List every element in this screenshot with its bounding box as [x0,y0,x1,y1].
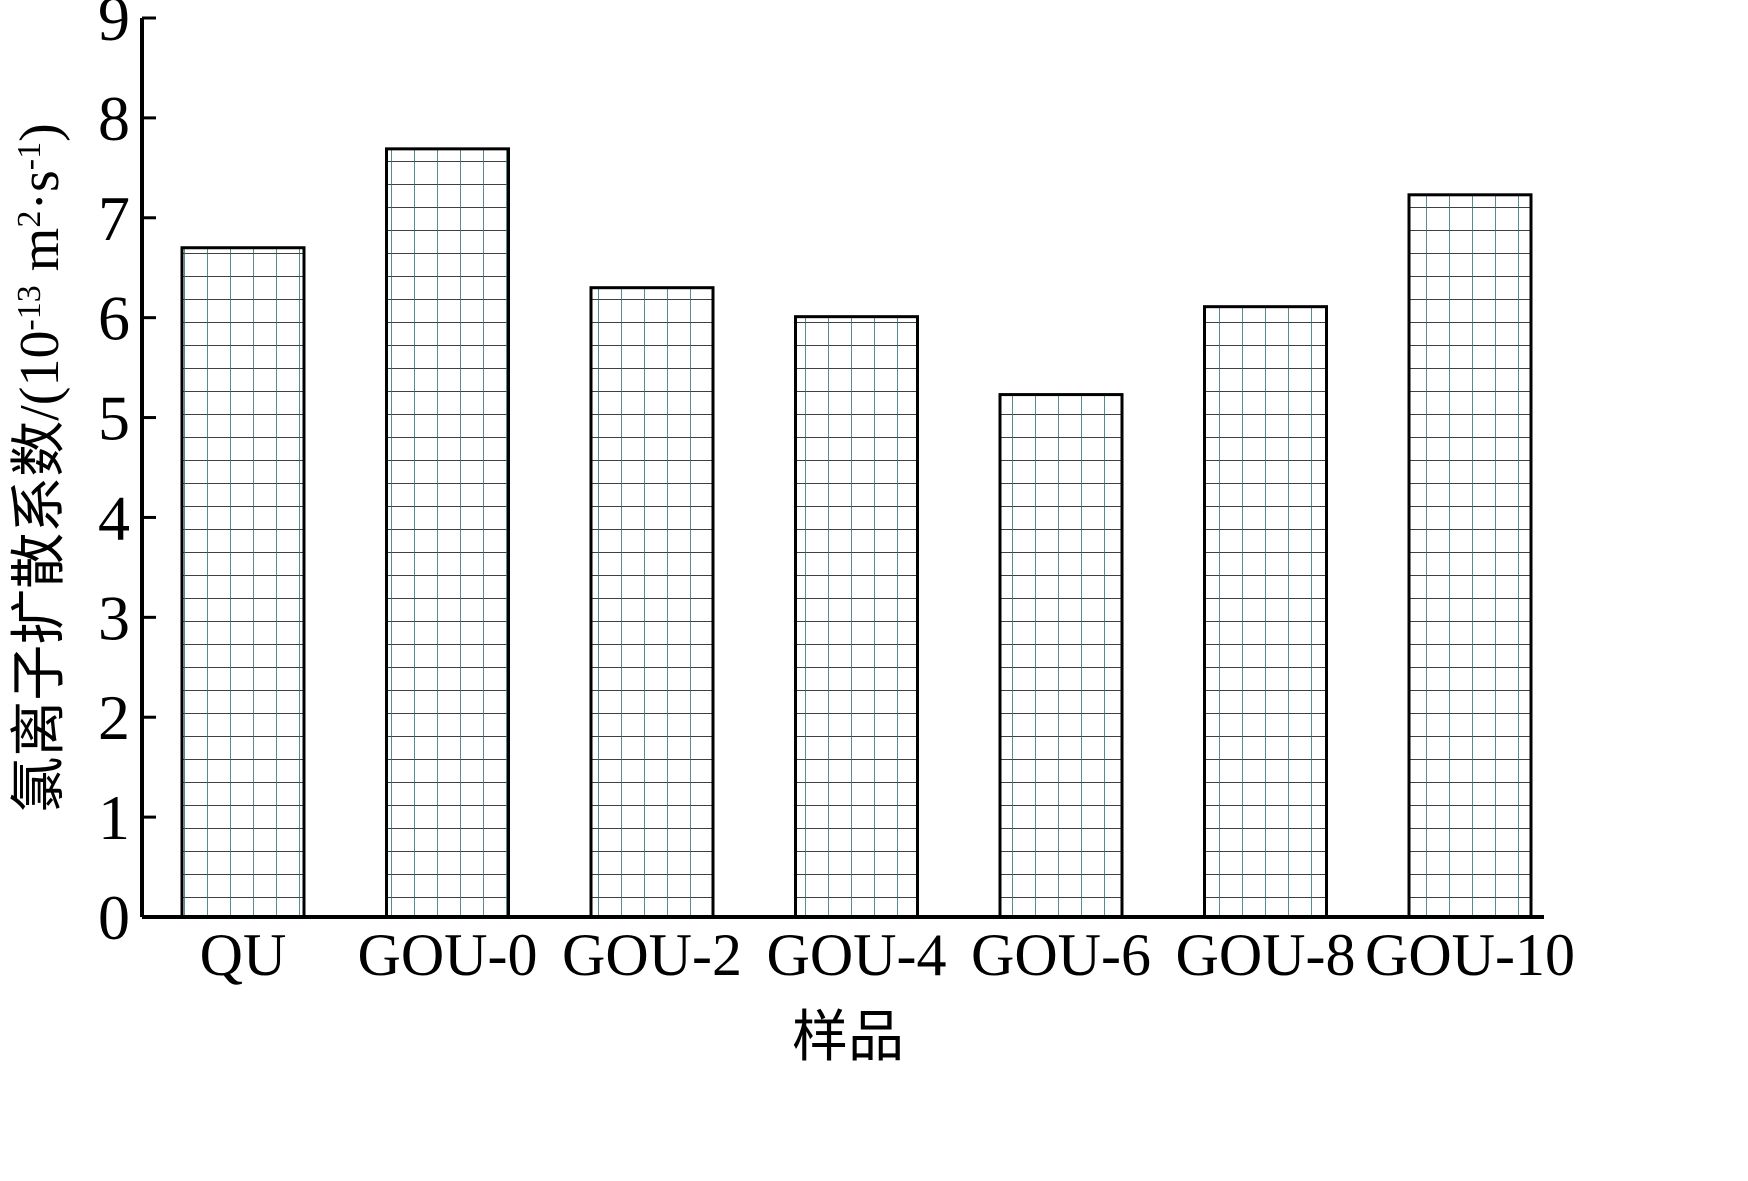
bar-gou-6 [998,393,1124,919]
y-axis-title-mid2: ·s [9,170,71,210]
x-tick-label: GOU-0 [358,922,538,988]
y-axis-title-mid: m [9,228,71,286]
y-tick-label: 7 [98,183,130,254]
bar-gou-0 [385,147,510,919]
y-ticks-group: 0 1 2 3 4 5 6 7 8 9 [98,0,156,953]
y-tick-label: 0 [98,882,130,953]
y-tick-label: 1 [98,782,130,853]
y-tick-label: 9 [98,0,130,54]
x-tick-label: GOU-8 [1176,922,1356,988]
bar-gou-8 [1203,305,1328,919]
x-tick-label: GOU-2 [562,922,742,988]
x-tick-label: GOU-10 [1365,922,1575,988]
x-tick-label: GOU-4 [767,922,947,988]
bar-gou-4 [794,315,919,919]
bars-group [180,147,1533,919]
x-axis-title: 样品 [792,1007,904,1069]
y-tick-label: 8 [98,83,130,154]
axes-group [140,18,1544,919]
x-tick-label: QU [200,922,287,988]
y-axis-title-exp2: 2 [11,211,48,228]
y-tick-label: 3 [98,582,130,653]
y-axis-title-exp1: -13 [11,285,48,330]
x-categories-group: QU GOU-0 GOU-2 GOU-4 GOU-6 GOU-8 GOU-10 [200,922,1575,988]
y-axis-title-main: 氯离子扩散系数/(10 [9,331,71,813]
bar-gou-10 [1407,193,1533,919]
y-tick-label: 2 [98,682,130,753]
bar-qu [180,246,306,919]
y-tick-label: 6 [98,283,130,354]
y-axis-title-exp3: -1 [11,142,48,170]
y-axis-title: 氯离子扩散系数/(10-13 m2·s-1) [9,123,71,813]
y-tick-label: 4 [98,482,130,553]
y-axis-title-end: ) [9,123,71,142]
x-tick-label: GOU-6 [971,922,1151,988]
y-tick-label: 5 [98,383,130,454]
bar-gou-2 [589,286,715,919]
